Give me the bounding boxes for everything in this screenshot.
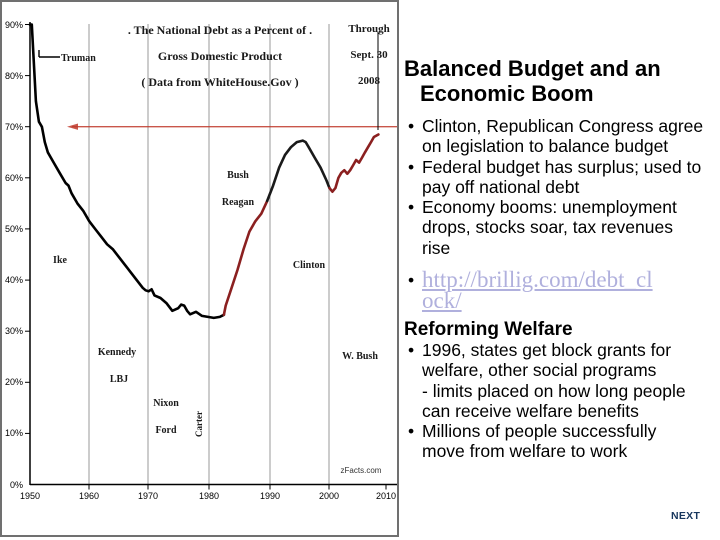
svg-text:2010: 2010 <box>376 491 396 501</box>
svg-text:Truman: Truman <box>61 53 96 64</box>
svg-text:90%: 90% <box>5 20 23 30</box>
svg-text:zFacts.com: zFacts.com <box>341 466 382 475</box>
svg-text:Bush: Bush <box>227 170 249 181</box>
svg-text:1970: 1970 <box>138 491 158 501</box>
svg-text:1950: 1950 <box>20 491 40 501</box>
svg-text:20%: 20% <box>5 377 23 387</box>
svg-text:Reagan: Reagan <box>222 197 255 208</box>
svg-text:Nixon: Nixon <box>153 398 179 409</box>
svg-text:2000: 2000 <box>319 491 339 501</box>
svg-text:W. Bush: W. Bush <box>342 351 378 362</box>
svg-text:1990: 1990 <box>260 491 280 501</box>
svg-text:2008: 2008 <box>358 75 381 87</box>
svg-text:0%: 0% <box>10 480 23 490</box>
svg-text:60%: 60% <box>5 173 23 183</box>
svg-text:30%: 30% <box>5 326 23 336</box>
svg-text:10%: 10% <box>5 428 23 438</box>
svg-text:1980: 1980 <box>199 491 219 501</box>
svg-text:Ford: Ford <box>155 425 177 436</box>
svg-text:Gross Domestic Product: Gross Domestic Product <box>158 49 282 63</box>
svg-text:40%: 40% <box>5 275 23 285</box>
svg-text:Ike: Ike <box>53 255 67 266</box>
svg-text:. The National Debt as a Perce: . The National Debt as a Percent of . <box>128 23 312 37</box>
svg-text:Through: Through <box>348 23 389 35</box>
svg-text:Kennedy: Kennedy <box>98 347 136 358</box>
svg-text:50%: 50% <box>5 224 23 234</box>
svg-text:( Data from WhiteHouse.Gov ): ( Data from WhiteHouse.Gov ) <box>141 75 298 89</box>
svg-text:1960: 1960 <box>79 491 99 501</box>
svg-text:Clinton: Clinton <box>293 260 326 271</box>
svg-text:LBJ: LBJ <box>110 374 128 385</box>
svg-text:Carter: Carter <box>194 411 204 437</box>
svg-text:80%: 80% <box>5 71 23 81</box>
svg-text:Sept. 30: Sept. 30 <box>350 49 388 61</box>
svg-text:70%: 70% <box>5 122 23 132</box>
